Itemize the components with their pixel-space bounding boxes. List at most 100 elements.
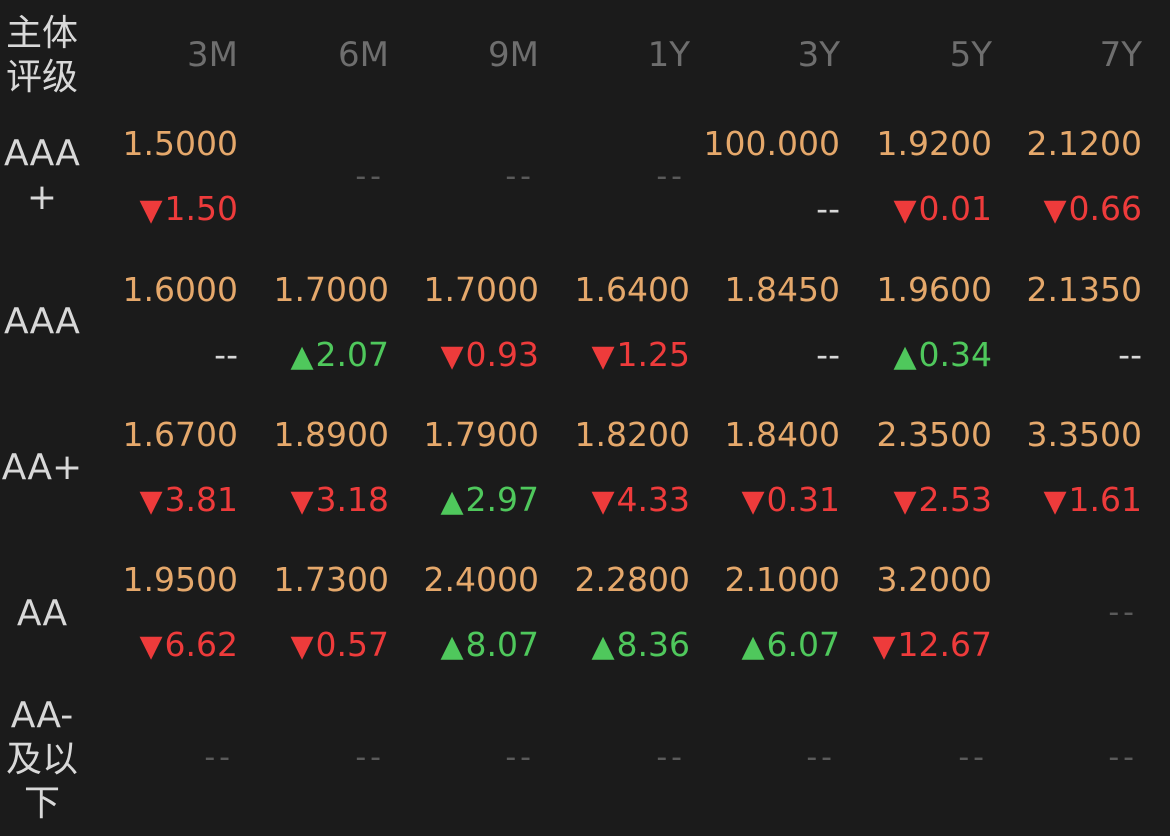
rating-label: AA+: [1, 447, 83, 488]
change-text: 1.25: [616, 335, 690, 374]
empty-cell: --: [656, 740, 686, 775]
change-text: --: [816, 189, 840, 228]
change-text: 1.61: [1068, 480, 1142, 519]
yield-value[interactable]: 2.3500: [876, 415, 992, 454]
yield-value[interactable]: 1.6700: [122, 415, 238, 454]
column-header-7y[interactable]: 7Y: [1099, 35, 1142, 75]
change-text: 0.57: [315, 625, 389, 664]
change-value: ▲2.97: [389, 478, 539, 524]
column-header-1y[interactable]: 1Y: [647, 35, 690, 75]
rating-label: AA- 及以 下: [5, 695, 78, 824]
change-value: ▼3.18: [239, 478, 389, 524]
yield-value[interactable]: 1.6400: [574, 270, 690, 309]
change-value: ▼0.31: [690, 478, 840, 524]
change-text: 3.18: [315, 480, 389, 519]
triangle-down-icon: ▼: [440, 339, 464, 374]
change-text: 0.34: [918, 335, 992, 374]
rating-label: AA: [16, 593, 68, 634]
change-value: ▼4.33: [540, 478, 690, 524]
triangle-up-icon: ▲: [893, 339, 917, 374]
triangle-up-icon: ▲: [440, 484, 464, 519]
empty-cell: --: [355, 740, 385, 775]
triangle-up-icon: ▲: [591, 629, 615, 664]
column-header-9m[interactable]: 9M: [488, 35, 539, 75]
triangle-down-icon: ▼: [872, 629, 896, 664]
change-text: 0.66: [1068, 189, 1142, 228]
yield-value[interactable]: 100.000: [703, 124, 840, 163]
column-header-3y[interactable]: 3Y: [797, 35, 840, 75]
yield-value[interactable]: 1.8900: [273, 415, 389, 454]
yield-value[interactable]: 1.7000: [423, 270, 539, 309]
yield-value[interactable]: 1.8200: [574, 415, 690, 454]
change-value: ▼1.25: [540, 333, 690, 379]
change-value: ▼1.50: [88, 187, 238, 233]
triangle-up-icon: ▲: [440, 629, 464, 664]
triangle-down-icon: ▼: [139, 484, 163, 519]
yield-value[interactable]: 3.2000: [876, 560, 992, 599]
column-header-3m[interactable]: 3M: [187, 35, 238, 75]
rating-label: AAA: [4, 301, 80, 342]
change-text: 0.01: [918, 189, 992, 228]
yield-value[interactable]: 2.1200: [1026, 124, 1142, 163]
rating-header-label: 主体 评级: [5, 13, 78, 98]
yield-value[interactable]: 1.8450: [724, 270, 840, 309]
triangle-down-icon: ▼: [591, 339, 615, 374]
change-text: 12.67: [897, 625, 992, 664]
change-text: 4.33: [616, 480, 690, 519]
yield-value[interactable]: 2.1350: [1026, 270, 1142, 309]
change-value: ▲0.34: [842, 333, 992, 379]
triangle-up-icon: ▲: [741, 629, 765, 664]
change-text: 1.50: [164, 189, 238, 228]
change-value: ▼6.62: [88, 623, 238, 669]
empty-cell: --: [204, 740, 234, 775]
yield-value[interactable]: 2.4000: [423, 560, 539, 599]
change-value: --: [88, 333, 238, 377]
change-value: ▼0.93: [389, 333, 539, 379]
empty-cell: --: [505, 740, 535, 775]
change-value: --: [992, 333, 1142, 377]
change-text: 8.36: [616, 625, 690, 664]
change-text: 2.07: [315, 335, 389, 374]
change-value: --: [690, 187, 840, 231]
change-value: ▼3.81: [88, 478, 238, 524]
empty-cell: --: [1108, 740, 1138, 775]
empty-cell: --: [806, 740, 836, 775]
change-text: 2.53: [918, 480, 992, 519]
yield-value[interactable]: 1.6000: [122, 270, 238, 309]
yield-value[interactable]: 1.7300: [273, 560, 389, 599]
yield-value[interactable]: 2.1000: [724, 560, 840, 599]
change-value: ▲2.07: [239, 333, 389, 379]
triangle-down-icon: ▼: [290, 484, 314, 519]
empty-cell: --: [505, 159, 535, 194]
triangle-down-icon: ▼: [1043, 484, 1067, 519]
yield-value[interactable]: 2.2800: [574, 560, 690, 599]
yield-value[interactable]: 1.8400: [724, 415, 840, 454]
change-value: ▼1.61: [992, 478, 1142, 524]
yield-value[interactable]: 1.7900: [423, 415, 539, 454]
yield-value[interactable]: 1.9500: [122, 560, 238, 599]
empty-cell: --: [656, 159, 686, 194]
change-text: --: [816, 335, 840, 374]
change-value: ▼0.01: [842, 187, 992, 233]
change-text: --: [214, 335, 238, 374]
triangle-down-icon: ▼: [893, 484, 917, 519]
change-text: 0.31: [766, 480, 840, 519]
change-value: --: [690, 333, 840, 377]
column-header-6m[interactable]: 6M: [338, 35, 389, 75]
triangle-down-icon: ▼: [591, 484, 615, 519]
change-value: ▲8.36: [540, 623, 690, 669]
change-text: 8.07: [465, 625, 539, 664]
yield-value[interactable]: 1.9200: [876, 124, 992, 163]
yield-value[interactable]: 1.7000: [273, 270, 389, 309]
yield-value[interactable]: 3.3500: [1026, 415, 1142, 454]
empty-cell: --: [355, 159, 385, 194]
change-value: ▼0.57: [239, 623, 389, 669]
yield-value[interactable]: 1.9600: [876, 270, 992, 309]
column-header-5y[interactable]: 5Y: [949, 35, 992, 75]
empty-cell: --: [1108, 595, 1138, 630]
triangle-down-icon: ▼: [741, 484, 765, 519]
yield-value[interactable]: 1.5000: [122, 124, 238, 163]
change-text: 6.62: [164, 625, 238, 664]
change-value: ▼2.53: [842, 478, 992, 524]
